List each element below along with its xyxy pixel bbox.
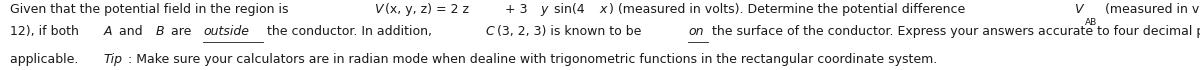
Text: on: on — [689, 25, 704, 38]
Text: the conductor. In addition,: the conductor. In addition, — [263, 25, 436, 38]
Text: the surface of the conductor. Express your answers accurate to four decimal plac: the surface of the conductor. Express yo… — [708, 25, 1200, 38]
Text: outside: outside — [203, 25, 250, 38]
Text: y: y — [540, 3, 547, 16]
Text: and: and — [115, 25, 146, 38]
Text: AB: AB — [1085, 18, 1097, 27]
Text: are: are — [167, 25, 194, 38]
Text: ) (measured in volts). Determine the potential difference: ) (measured in volts). Determine the pot… — [608, 3, 970, 16]
Text: (measured in volts) between: (measured in volts) between — [1100, 3, 1200, 16]
Text: (3, 2, 3) is known to be: (3, 2, 3) is known to be — [497, 25, 646, 38]
Text: (x, y, z) = 2 z: (x, y, z) = 2 z — [385, 3, 469, 16]
Text: C: C — [486, 25, 494, 38]
Text: V: V — [1074, 3, 1082, 16]
Text: x: x — [600, 3, 607, 16]
Text: Given that the potential field in the region is: Given that the potential field in the re… — [10, 3, 292, 16]
Text: 12), if both: 12), if both — [10, 25, 83, 38]
Text: B: B — [156, 25, 164, 38]
Text: : Make sure your calculators are in radian mode when dealine with trigonometric : : Make sure your calculators are in radi… — [127, 53, 937, 66]
Text: applicable.: applicable. — [10, 53, 82, 66]
Text: + 3: + 3 — [500, 3, 532, 16]
Text: A: A — [103, 25, 112, 38]
Text: sin(4: sin(4 — [550, 3, 588, 16]
Text: V: V — [374, 3, 383, 16]
Text: Tip: Tip — [103, 53, 122, 66]
